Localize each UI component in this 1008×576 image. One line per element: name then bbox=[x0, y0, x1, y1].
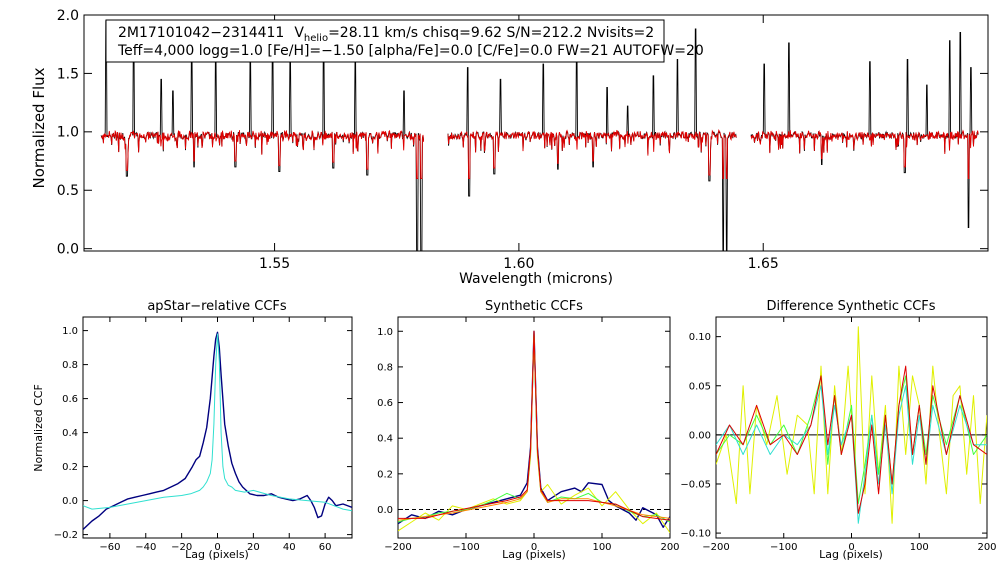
x-tick-label: 1.65 bbox=[748, 256, 779, 272]
x-tick-label: 200 bbox=[977, 542, 996, 553]
x-tick-label: 1.55 bbox=[259, 256, 290, 272]
x-tick-label: 200 bbox=[660, 542, 679, 553]
vhelio-rest: =28.11 km/s chisq=9.62 S/N=212.2 Nvisits… bbox=[328, 25, 654, 41]
vhelio-label: V bbox=[294, 25, 304, 41]
synthetic-series-navy bbox=[398, 330, 670, 528]
synthetic-series-red bbox=[398, 330, 670, 521]
y-tick-label: 1.5 bbox=[57, 66, 79, 82]
x-tick-label: 100 bbox=[910, 542, 929, 553]
y-tick-label: 0.05 bbox=[689, 381, 711, 392]
apstar-ccf-panel: −60 −40 −20 0 20 40 60 −0.2 0.0 0.2 0.4 0.6 0.8 1.0 a… bbox=[32, 299, 353, 561]
y-tick-label: 2.0 bbox=[57, 8, 79, 24]
x-tick-label: −20 bbox=[171, 542, 192, 553]
x-tick-label: 20 bbox=[247, 542, 260, 553]
spectrum-frame bbox=[83, 14, 989, 252]
model-spectrum-chip-2 bbox=[447, 129, 737, 180]
y-tick-label: −0.05 bbox=[680, 479, 711, 490]
synthetic-series-orange bbox=[398, 330, 670, 521]
x-tick-label: −40 bbox=[135, 542, 156, 553]
info-line-1: 2M17101042−2314411 Vhelio=28.11 km/s chis… bbox=[118, 25, 654, 44]
y-tick-label: 0.4 bbox=[377, 434, 393, 445]
y-tick-label: 1.0 bbox=[62, 326, 78, 337]
x-tick-label: −60 bbox=[99, 542, 120, 553]
spectrum-lines bbox=[100, 20, 979, 251]
synthetic-ccf-panel: −200 −100 0 100 200 0.0 0.2 0.4 0.6 0.8 1.0 Synthe… bbox=[377, 299, 679, 561]
y-tick-label: 0.0 bbox=[57, 242, 79, 258]
y-tick-label: 0.0 bbox=[377, 505, 393, 516]
apstar-title: apStar−relative CCFs bbox=[147, 299, 287, 314]
apstar-series-combined bbox=[83, 331, 352, 531]
y-tick-label: 0.8 bbox=[62, 360, 78, 371]
x-tick-label: −200 bbox=[384, 542, 411, 553]
y-tick-label: 1.0 bbox=[377, 327, 393, 338]
difference-series-cyan bbox=[716, 385, 987, 524]
synthetic-title: Synthetic CCFs bbox=[485, 299, 583, 314]
difference-lines bbox=[716, 326, 987, 524]
apstar-xlabel: Lag (pixels) bbox=[185, 548, 249, 561]
synthetic-axes: −200 −100 0 100 200 0.0 0.2 0.4 0.6 0.8 1.0 bbox=[377, 317, 680, 553]
spectrum-axes: 1.55 1.60 1.65 0.0 0.5 1.0 1.5 2.0 bbox=[57, 8, 988, 272]
apstar-lines bbox=[83, 331, 352, 531]
apstar-ylabel: Normalized CCF bbox=[32, 384, 45, 472]
x-tick-label: −200 bbox=[702, 542, 729, 553]
apstar-series-individual bbox=[83, 333, 352, 512]
difference-series-yellow bbox=[716, 326, 987, 524]
star-id: 2M17101042−2314411 bbox=[118, 25, 284, 41]
x-tick-label: 0 bbox=[531, 542, 537, 553]
y-tick-label: −0.10 bbox=[680, 529, 711, 540]
difference-axes: −200 −100 0 100 200 −0.10 −0.05 0.00 0.05 0.10 bbox=[680, 317, 997, 553]
y-tick-label: 0.00 bbox=[689, 430, 711, 441]
y-tick-label: 0.6 bbox=[62, 394, 78, 405]
y-tick-label: 0.2 bbox=[377, 469, 393, 480]
y-tick-label: 0.4 bbox=[62, 428, 78, 439]
difference-xlabel: Lag (pixels) bbox=[819, 548, 883, 561]
apstar-axes: −60 −40 −20 0 20 40 60 −0.2 0.0 0.2 0.4 0.6 0.8 1.0 bbox=[54, 317, 352, 553]
y-tick-label: 1.0 bbox=[57, 125, 79, 141]
y-tick-label: 0.6 bbox=[377, 398, 393, 409]
difference-title: Difference Synthetic CCFs bbox=[766, 299, 935, 314]
spectrum-panel: 1.55 1.60 1.65 0.0 0.5 1.0 1.5 2.0 Wavelength (… bbox=[30, 8, 989, 287]
difference-frame bbox=[715, 316, 988, 539]
spectrum-ylabel: Normalized Flux bbox=[30, 67, 48, 188]
info-box bbox=[105, 19, 665, 63]
x-tick-label: 0 bbox=[214, 542, 220, 553]
difference-series-green bbox=[716, 375, 987, 505]
y-tick-label: 0.0 bbox=[62, 496, 78, 507]
model-spectrum-chip-1 bbox=[100, 129, 425, 180]
y-tick-label: 0.2 bbox=[62, 462, 78, 473]
y-tick-label: 0.5 bbox=[57, 183, 79, 199]
observed-spectrum-chip-3 bbox=[750, 32, 979, 229]
info-line-2: Teff=4,000 logg=1.0 [Fe/H]=−1.50 [alpha/… bbox=[117, 43, 704, 59]
spectrum-xlabel: Wavelength (microns) bbox=[459, 271, 613, 287]
synthetic-lines bbox=[398, 330, 670, 533]
x-tick-label: 100 bbox=[592, 542, 611, 553]
vhelio-sub: helio bbox=[304, 33, 328, 44]
x-tick-label: −100 bbox=[452, 542, 479, 553]
y-tick-label: 0.10 bbox=[689, 332, 711, 343]
x-tick-label: 40 bbox=[283, 542, 296, 553]
difference-ccf-panel: −200 −100 0 100 200 −0.10 −0.05 0.00 0.05 0.10 Di… bbox=[680, 299, 996, 561]
synthetic-series-yellow bbox=[398, 334, 670, 533]
difference-series-red bbox=[716, 365, 987, 514]
synthetic-xlabel: Lag (pixels) bbox=[502, 548, 566, 561]
model-spectrum-chip-3 bbox=[750, 129, 979, 180]
x-tick-label: −100 bbox=[770, 542, 797, 553]
y-tick-label: 0.8 bbox=[377, 362, 393, 373]
synthetic-series-green bbox=[398, 332, 670, 523]
x-tick-label: 60 bbox=[319, 542, 332, 553]
x-tick-label: 0 bbox=[848, 542, 854, 553]
y-tick-label: −0.2 bbox=[54, 530, 78, 541]
x-tick-label: 1.60 bbox=[503, 256, 534, 272]
